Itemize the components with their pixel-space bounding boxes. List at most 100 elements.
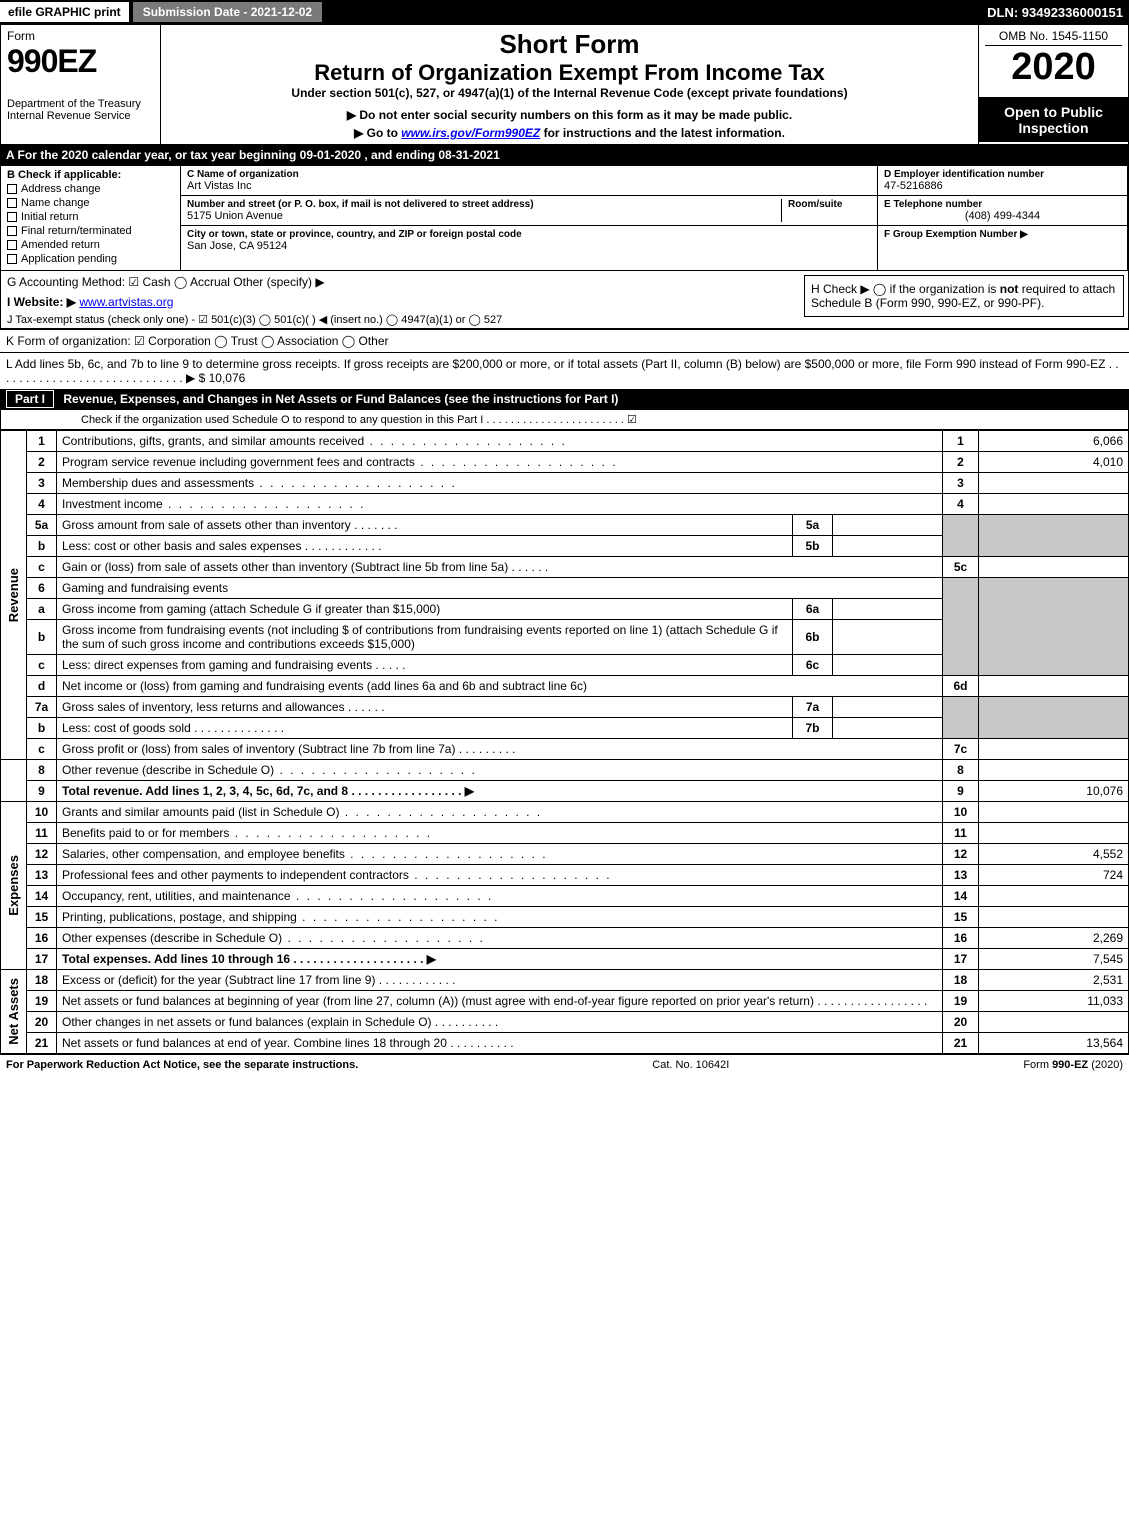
c-13: 13	[943, 865, 979, 886]
ssn-warning: ▶ Do not enter social security numbers o…	[167, 108, 972, 122]
e-lbl: E Telephone number	[884, 199, 1121, 210]
side-revenue: Revenue	[6, 568, 21, 622]
row-k: K Form of organization: ☑ Corporation ◯ …	[0, 329, 1129, 352]
submission-date: Submission Date - 2021-12-02	[132, 1, 323, 23]
cb-initial-return[interactable]	[7, 212, 17, 222]
sb-6b: 6b	[793, 620, 833, 655]
goto-link[interactable]: www.irs.gov/Form990EZ	[401, 126, 540, 140]
sb-5a: 5a	[793, 515, 833, 536]
opt-application-pending: Application pending	[21, 253, 117, 265]
sb-6c: 6c	[793, 655, 833, 676]
ln-2: 2	[27, 452, 57, 473]
ln-4: 4	[27, 494, 57, 515]
c-12: 12	[943, 844, 979, 865]
ln-1: 1	[27, 431, 57, 452]
v-16: 2,269	[979, 928, 1129, 949]
part1-title: Revenue, Expenses, and Changes in Net As…	[63, 392, 618, 406]
form-word: Form	[7, 29, 154, 43]
c-3: 3	[943, 473, 979, 494]
d-7b: Less: cost of goods sold	[62, 721, 191, 735]
v-14	[979, 886, 1129, 907]
efile-label[interactable]: efile GRAPHIC print	[0, 2, 129, 22]
d-8: Other revenue (describe in Schedule O)	[62, 763, 274, 777]
d-5b: Less: cost or other basis and sales expe…	[62, 539, 301, 553]
cb-name-change[interactable]	[7, 198, 17, 208]
d-7c: Gross profit or (loss) from sales of inv…	[62, 742, 455, 756]
d-6a: Gross income from gaming (attach Schedul…	[57, 599, 793, 620]
top-bar: efile GRAPHIC print Submission Date - 20…	[0, 0, 1129, 24]
header-block: Form 990EZ Department of the Treasury In…	[0, 24, 1129, 145]
ln-7a: 7a	[27, 697, 57, 718]
e-val: (408) 499-4344	[884, 210, 1121, 222]
d-val: 47-5216886	[884, 180, 1121, 192]
row-a-tax-year: A For the 2020 calendar year, or tax yea…	[0, 145, 1129, 165]
v-12: 4,552	[979, 844, 1129, 865]
cb-amended-return[interactable]	[7, 240, 17, 250]
dept-treasury: Department of the Treasury	[7, 98, 154, 110]
row-l: L Add lines 5b, 6c, and 7b to line 9 to …	[0, 352, 1129, 389]
ln-5c: c	[27, 557, 57, 578]
footer-left: For Paperwork Reduction Act Notice, see …	[6, 1059, 358, 1071]
l-text: L Add lines 5b, 6c, and 7b to line 9 to …	[6, 357, 1119, 385]
c-city: San Jose, CA 95124	[187, 240, 871, 252]
v-21: 13,564	[979, 1033, 1129, 1054]
f-lbl: F Group Exemption Number ▶	[884, 229, 1121, 240]
d-6b: Gross income from fundraising events (no…	[57, 620, 793, 655]
ln-18: 18	[27, 970, 57, 991]
d-18: Excess or (deficit) for the year (Subtra…	[62, 973, 375, 987]
c-14: 14	[943, 886, 979, 907]
footer: For Paperwork Reduction Act Notice, see …	[0, 1054, 1129, 1075]
d-10: Grants and similar amounts paid (list in…	[62, 805, 339, 819]
c-city-lbl: City or town, state or province, country…	[187, 229, 871, 240]
c-8: 8	[943, 760, 979, 781]
ln-13: 13	[27, 865, 57, 886]
d-6: Gaming and fundraising events	[57, 578, 943, 599]
c-17: 17	[943, 949, 979, 970]
cb-address-change[interactable]	[7, 184, 17, 194]
v-20	[979, 1012, 1129, 1033]
v-10	[979, 802, 1129, 823]
part1-sub: Check if the organization used Schedule …	[0, 409, 1129, 430]
l-amount: 10,076	[209, 371, 246, 385]
c-1: 1	[943, 431, 979, 452]
v-11	[979, 823, 1129, 844]
v-4	[979, 494, 1129, 515]
cb-final-return[interactable]	[7, 226, 17, 236]
v-2: 4,010	[979, 452, 1129, 473]
opt-initial-return: Initial return	[21, 211, 78, 223]
sb-7b: 7b	[793, 718, 833, 739]
c-19: 19	[943, 991, 979, 1012]
omb-number: OMB No. 1545-1150	[985, 29, 1122, 46]
ln-3: 3	[27, 473, 57, 494]
d-4: Investment income	[62, 497, 163, 511]
website-link[interactable]: www.artvistas.org	[79, 295, 173, 309]
ln-20: 20	[27, 1012, 57, 1033]
sb-7a: 7a	[793, 697, 833, 718]
d-14: Occupancy, rent, utilities, and maintena…	[62, 889, 291, 903]
footer-catno: Cat. No. 10642I	[652, 1059, 729, 1071]
ln-6: 6	[27, 578, 57, 599]
side-expenses: Expenses	[6, 855, 21, 916]
section-def: D Employer identification number 47-5216…	[878, 166, 1128, 270]
title-return: Return of Organization Exempt From Incom…	[167, 60, 972, 86]
section-b: B Check if applicable: Address change Na…	[1, 166, 181, 270]
c-addr: 5175 Union Avenue	[187, 210, 781, 222]
d-17: Total expenses. Add lines 10 through 16 …	[62, 952, 436, 966]
cb-application-pending[interactable]	[7, 254, 17, 264]
ln-6c: c	[27, 655, 57, 676]
ln-10: 10	[27, 802, 57, 823]
goto-post: for instructions and the latest informat…	[540, 126, 785, 140]
ln-16: 16	[27, 928, 57, 949]
opt-address-change: Address change	[21, 183, 101, 195]
v-3	[979, 473, 1129, 494]
d-21: Net assets or fund balances at end of ye…	[62, 1036, 447, 1050]
opt-name-change: Name change	[21, 197, 90, 209]
c-4: 4	[943, 494, 979, 515]
opt-final-return: Final return/terminated	[21, 225, 132, 237]
title-short-form: Short Form	[167, 29, 972, 60]
c-20: 20	[943, 1012, 979, 1033]
d-5a: Gross amount from sale of assets other t…	[62, 518, 351, 532]
ln-9: 9	[27, 781, 57, 802]
ln-7b: b	[27, 718, 57, 739]
ln-21: 21	[27, 1033, 57, 1054]
